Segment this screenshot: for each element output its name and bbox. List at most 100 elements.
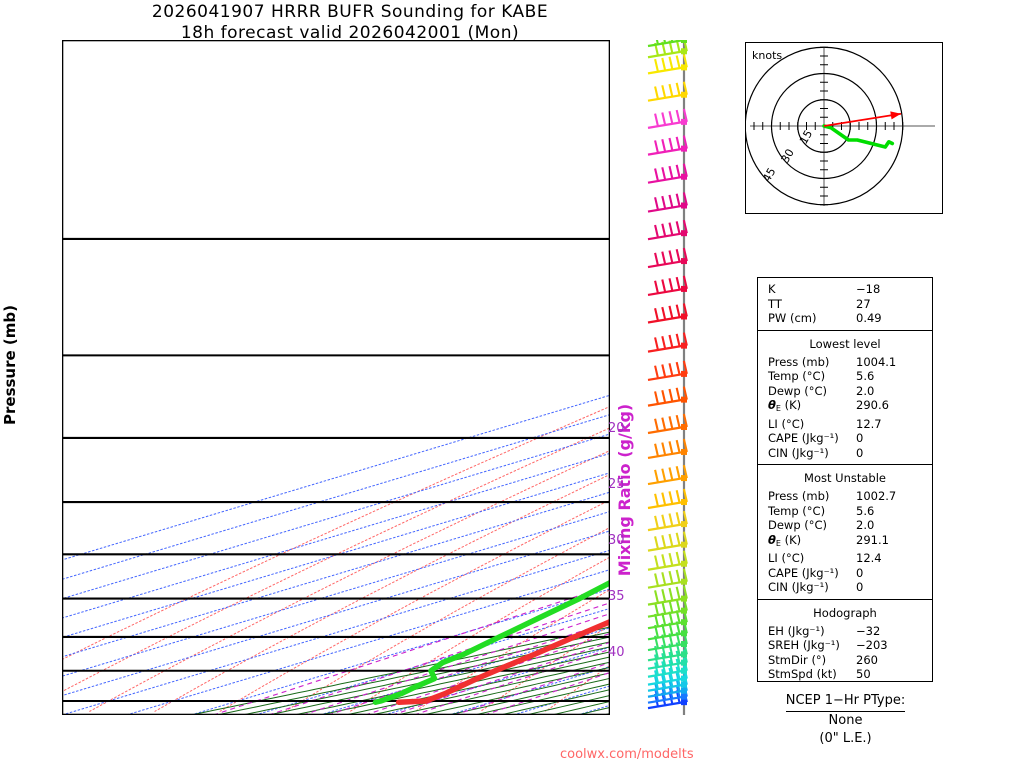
stat-label: CAPE (Jkg⁻¹)	[768, 431, 839, 445]
wind-barb-column	[647, 40, 688, 715]
height-tick-label: 30	[608, 533, 625, 548]
stat-label: CAPE (Jkg⁻¹)	[768, 565, 839, 580]
wind-barb	[647, 135, 688, 156]
stat-value: 2.0	[856, 518, 875, 532]
stat-label: StmDir (°)	[768, 652, 827, 667]
stat-label: CIN (Jkg⁻¹)	[768, 445, 829, 460]
stat-value: 290.6	[856, 398, 889, 412]
wind-barb	[647, 275, 688, 297]
height-tick-label: 40	[608, 645, 625, 660]
stat-row: TT 27	[758, 297, 932, 312]
stat-value: 291.1	[856, 532, 889, 547]
stat-value: 0	[856, 431, 864, 445]
stat-label: K	[768, 282, 776, 296]
ptype-value: None	[828, 713, 863, 728]
stat-rows-group: Press (mb) 1004.1 Temp (°C) 5.6 Dewp (°C) 2.0…	[758, 355, 932, 461]
height-tick-label: 25	[608, 477, 625, 492]
watermark: coolwx.com/modelts	[560, 747, 694, 762]
section-heading: Hodograph	[813, 605, 877, 620]
wind-barb	[647, 163, 688, 184]
stat-row: EH (Jkg⁻¹) −32	[758, 624, 932, 639]
ptype-panel: NCEP 1−Hr PType: None (0" L.E.)	[733, 692, 958, 748]
wind-barb	[647, 438, 688, 460]
wind-barb	[647, 332, 688, 353]
stat-row: Press (mb) 1002.7	[758, 489, 932, 504]
ptype-title: NCEP 1−Hr PType:	[785, 692, 906, 712]
wind-barb	[647, 192, 688, 213]
stat-row: θE (K) 291.1	[758, 533, 932, 552]
stat-label: LI (°C)	[768, 416, 805, 431]
stat-row: Temp (°C) 5.6	[758, 504, 932, 519]
stat-value: 0.49	[856, 311, 882, 325]
ptype-title-wrap: NCEP 1−Hr PType:	[733, 692, 958, 712]
stat-row: θE (K) 290.6	[758, 398, 932, 417]
wind-barb	[647, 510, 688, 532]
mixing-ratio-axis-label: Mixing Ratio (g/kg)	[616, 404, 634, 576]
stats-most-unstable-section: Most Unstable Press (mb) 1002.7 Temp (°C) 5…	[758, 465, 932, 600]
stat-label: θE (K)	[768, 532, 802, 548]
wind-barb	[647, 247, 688, 269]
wind-barb	[647, 464, 688, 486]
stat-label: StmSpd (kt)	[768, 667, 837, 681]
stat-label: Temp (°C)	[768, 503, 826, 518]
stat-row: StmDir (°) 260	[758, 653, 932, 668]
stat-row: LI (°C) 12.4	[758, 551, 932, 566]
height-labels-group: 20 25 30 35 40	[608, 421, 625, 660]
wind-barb	[647, 488, 688, 510]
wind-barb	[647, 386, 688, 407]
stat-label: SREH (Jkg⁻¹)	[768, 638, 840, 652]
hodograph-ring-label: 30	[779, 147, 797, 166]
pressure-axis-label: Pressure (mb)	[1, 305, 19, 425]
stats-indices-section: K −18 TT 27 PW (cm) 0.49	[758, 278, 932, 331]
wind-barb	[647, 597, 688, 618]
stat-row: LI (°C) 12.7	[758, 417, 932, 432]
storm-motion-arrow	[823, 111, 902, 127]
wind-barb	[647, 550, 688, 571]
stat-rows-group: Press (mb) 1002.7 Temp (°C) 5.6 Dewp (°C) 2.0…	[758, 489, 932, 595]
wind-barb	[647, 40, 687, 48]
wind-barb	[647, 585, 688, 606]
stat-label: Dewp (°C)	[768, 518, 828, 532]
hodograph-ring-label: 45	[760, 166, 778, 185]
hodograph-panel: 15 30 45 knots	[744, 42, 943, 214]
mixing-ratio-axis-title: Mixing Ratio (g/kg)	[616, 404, 634, 576]
stats-lowest-level-section: Lowest level Press (mb) 1004.1 Temp (°C) 5.…	[758, 331, 932, 465]
section-heading: Lowest level	[809, 336, 881, 351]
hodograph-trace	[822, 124, 895, 149]
wind-barb	[647, 649, 688, 670]
section-heading: Most Unstable	[804, 471, 886, 485]
height-tick-label: 20	[608, 421, 625, 436]
stat-label: TT	[768, 296, 782, 311]
stat-label: Dewp (°C)	[768, 383, 828, 398]
stat-label: LI (°C)	[768, 551, 805, 565]
stat-value: 0	[856, 445, 864, 460]
pressure-axis-title: Pressure (mb)	[1, 305, 19, 425]
stat-value: −203	[856, 638, 888, 652]
stat-value: 1004.1	[856, 354, 897, 369]
wind-barb	[647, 657, 688, 678]
wind-barb	[647, 108, 688, 129]
stat-row: Temp (°C) 5.6	[758, 369, 932, 384]
stat-label: Temp (°C)	[768, 369, 826, 383]
sounding-stats-panel: K −18 TT 27 PW (cm) 0.49 Lowest level Pr…	[757, 277, 933, 682]
stat-value: 12.4	[856, 551, 882, 565]
stat-value: 260	[856, 652, 878, 667]
stat-row: PW (cm) 0.49	[758, 311, 932, 326]
stat-label: θE (K)	[768, 398, 802, 413]
hodograph-ring-label: 15	[797, 128, 815, 147]
stat-value: 5.6	[856, 369, 875, 383]
wind-barb	[647, 568, 688, 589]
wind-barb	[647, 665, 688, 686]
stat-value: −18	[856, 282, 881, 296]
ptype-amount: (0" L.E.)	[819, 731, 872, 746]
stats-hodograph-section: Hodograph EH (Jkg⁻¹) −32 SREH (Jkg⁻¹) −203 S…	[758, 600, 932, 686]
skewt-diagram: 1002003004005006007008009001000−30−20−10…	[62, 40, 610, 715]
stat-row: CIN (Jkg⁻¹) 0	[758, 446, 932, 461]
hodograph-units-label: knots	[752, 49, 782, 62]
wind-barb	[647, 303, 688, 324]
height-tick-label: 35	[608, 589, 625, 604]
stat-row: Press (mb) 1004.1	[758, 355, 932, 370]
title-line-2: 18h forecast valid 2026042001 (Mon)	[180, 23, 520, 43]
wind-barb	[647, 54, 688, 75]
